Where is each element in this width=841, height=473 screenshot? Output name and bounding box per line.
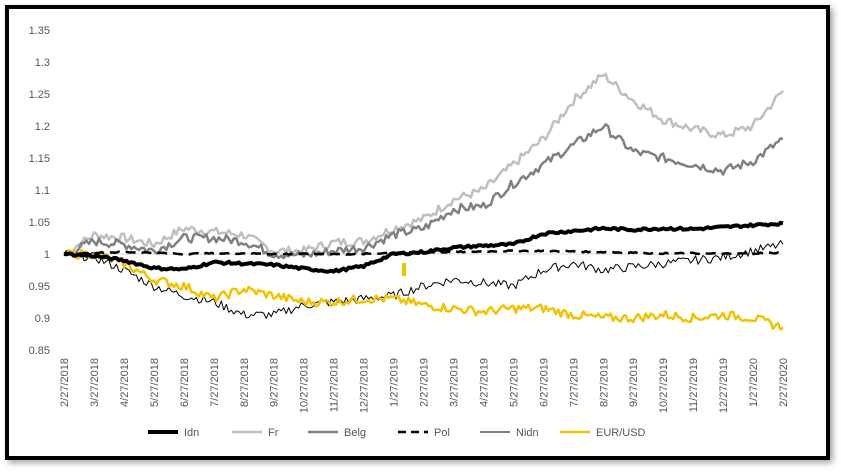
x-tick-label: 8/27/2018 — [239, 358, 251, 407]
x-tick-label: 10/27/2018 — [299, 358, 311, 413]
series-layer — [63, 72, 784, 331]
y-axis: 0.85 0.9 0.95 1 1.05 1.1 1.15 1.2 1.25 1.3 1.35 — [29, 25, 783, 357]
legend-label: Belg — [344, 427, 366, 439]
x-tick-label: 11/27/2019 — [688, 358, 700, 412]
y-tick-label: 1.05 — [29, 217, 50, 229]
x-tick-label: 6/27/2019 — [538, 358, 550, 407]
y-tick-label: 1.3 — [35, 57, 50, 69]
x-tick-label: 10/27/2019 — [658, 358, 670, 413]
x-tick-label: 12/27/2018 — [359, 358, 371, 413]
y-tick-label: 0.9 — [35, 313, 50, 325]
legend-label: EUR/USD — [596, 427, 646, 439]
y-tick-label: 0.95 — [29, 281, 50, 293]
x-tick-label: 6/27/2018 — [179, 358, 191, 407]
y-tick-label: 1.25 — [29, 89, 50, 101]
x-tick-label: 4/27/2018 — [119, 358, 131, 407]
y-tick-label: 1.35 — [29, 25, 50, 37]
legend-label: Pol — [434, 427, 450, 439]
x-tick-label: 2/27/2020 — [778, 358, 790, 407]
legend: Idn Fr Belg Pol Nidn EUR/USD — [148, 427, 646, 439]
series-line-nidn — [63, 240, 784, 319]
x-tick-label: 7/27/2018 — [209, 358, 221, 407]
series-line-belg — [63, 123, 784, 260]
legend-label: Nidn — [516, 427, 539, 439]
y-tick-label: 0.85 — [29, 345, 50, 357]
series-line-eurusd — [63, 248, 784, 331]
x-tick-label: 1/27/2020 — [748, 358, 760, 407]
x-tick-label: 3/27/2018 — [89, 358, 101, 407]
x-tick-label: 5/27/2019 — [508, 358, 520, 407]
y-tick-label: 1.2 — [35, 121, 50, 133]
series-line-fr — [63, 72, 784, 257]
x-axis: 2/27/2018 3/27/2018 4/27/2018 5/27/2018 6/27… — [59, 358, 790, 413]
x-tick-label: 2/27/2019 — [419, 358, 431, 407]
y-tick-label: 1.15 — [29, 153, 50, 165]
x-tick-label: 9/27/2019 — [628, 358, 640, 407]
x-tick-label: 1/27/2019 — [389, 358, 401, 407]
x-tick-label: 11/27/2018 — [329, 358, 341, 412]
legend-label: Idn — [184, 427, 199, 439]
chart-frame — [5, 5, 830, 460]
x-tick-label: 2/27/2018 — [59, 358, 71, 407]
x-tick-label: 8/27/2019 — [598, 358, 610, 407]
y-tick-label: 1 — [44, 249, 50, 261]
x-tick-label: 12/27/2019 — [718, 358, 730, 413]
x-tick-label: 5/27/2018 — [149, 358, 161, 407]
x-tick-label: 7/27/2019 — [568, 358, 580, 407]
series-line-pol — [63, 248, 784, 256]
yellow-marker — [402, 263, 406, 276]
x-tick-label: 3/27/2019 — [448, 358, 460, 407]
legend-label: Fr — [268, 427, 279, 439]
x-tick-label: 9/27/2018 — [269, 358, 281, 407]
series-line-idn — [63, 220, 784, 274]
y-tick-label: 1.1 — [35, 185, 50, 197]
x-tick-label: 4/27/2019 — [478, 358, 490, 407]
